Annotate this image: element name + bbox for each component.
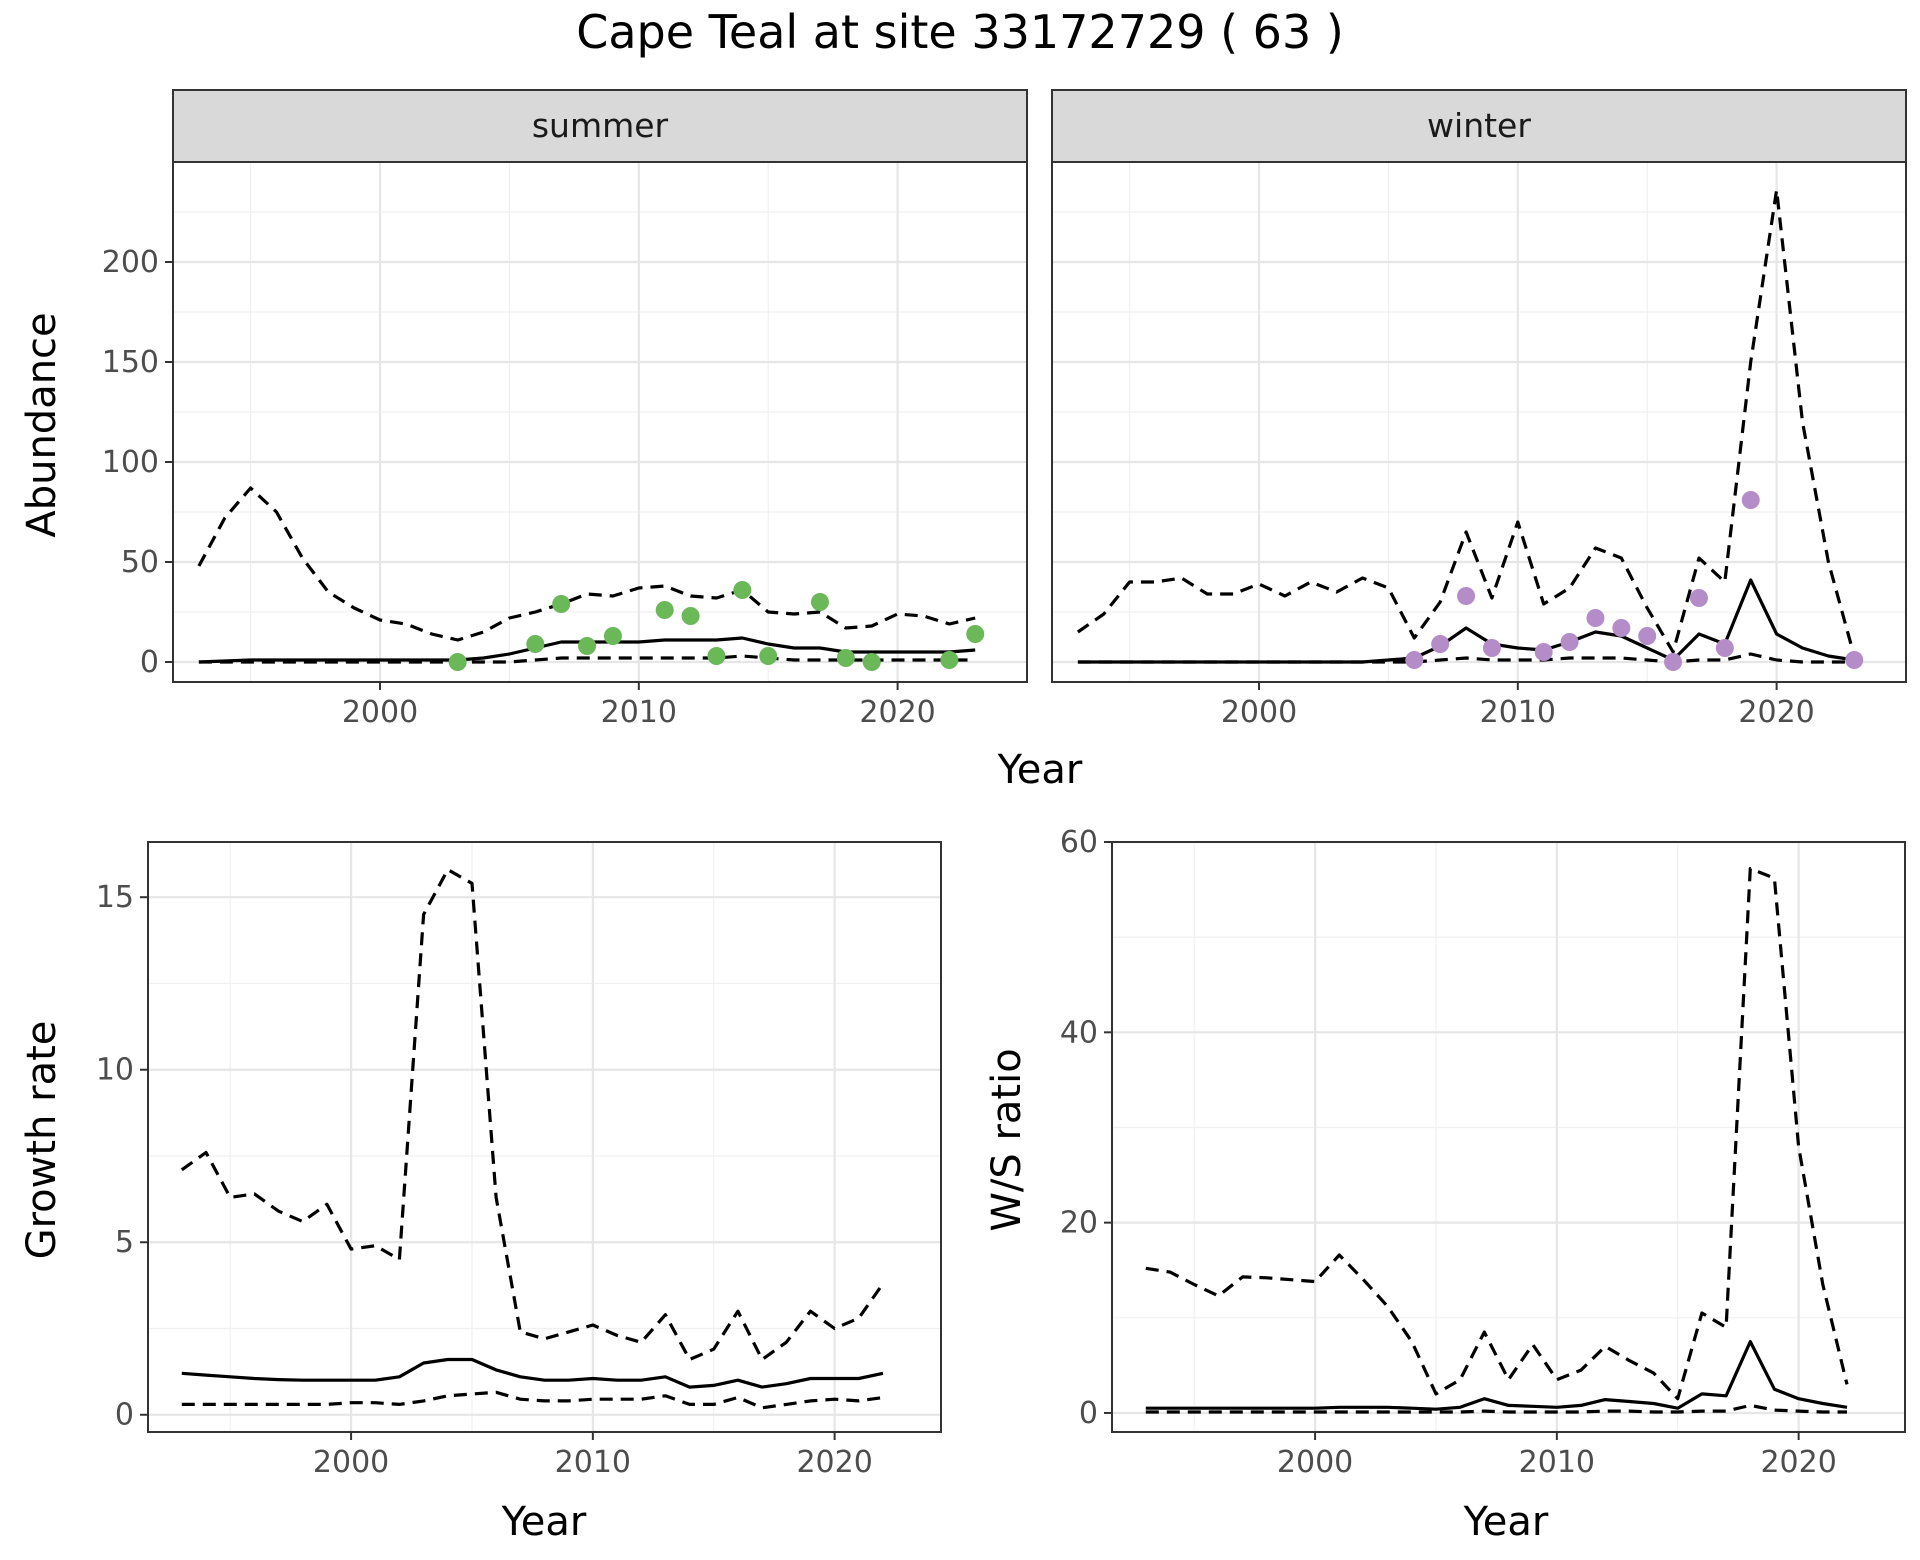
x-tick-label: 2000 (1221, 695, 1297, 730)
x-tick-label: 2010 (1480, 695, 1556, 730)
x-axis-title-growth: Year (501, 1499, 587, 1545)
data-point (1457, 587, 1476, 605)
y-tick-label: 60 (1060, 825, 1098, 860)
data-point (1638, 627, 1657, 645)
x-tick-label: 2020 (1738, 695, 1814, 730)
data-point (1482, 639, 1501, 657)
x-axis-title-top: Year (997, 747, 1083, 793)
chart-title: Cape Teal at site 33172729 ( 63 ) (576, 5, 1344, 59)
data-point (526, 635, 545, 653)
data-point (448, 653, 467, 671)
data-point (603, 627, 622, 645)
data-point (1689, 589, 1708, 607)
data-point (1664, 653, 1683, 671)
y-tick-label: 150 (102, 345, 159, 380)
data-point (862, 653, 881, 671)
series-line-lower (181, 1390, 884, 1410)
x-tick-label: 2020 (796, 1445, 872, 1480)
x-tick-label: 2000 (342, 695, 418, 730)
data-point (707, 647, 726, 665)
strip-summer (172, 89, 1028, 163)
series-line-upper (1076, 188, 1856, 657)
data-point (1612, 619, 1631, 637)
y-axis-title-ws-ratio: W/S ratio (984, 1048, 1030, 1231)
y-tick-label: 10 (96, 1053, 134, 1088)
data-point (1431, 635, 1450, 653)
panel-ws-ratio: 2000 2010 2020 0 20 40 60 (1060, 825, 1906, 1480)
data-point (1715, 639, 1734, 657)
strip-label-summer: summer (532, 106, 669, 145)
data-point (552, 595, 571, 613)
data-point (836, 649, 855, 667)
series-line-lower (1145, 1403, 1847, 1414)
y-tick-label: 0 (1079, 1396, 1098, 1431)
data-point (1560, 633, 1579, 651)
series-line-upper (1145, 867, 1849, 1401)
y-axis-title-growth: Growth rate (19, 1021, 65, 1260)
x-tick-label: 2010 (601, 695, 677, 730)
data-point (655, 601, 674, 619)
data-point (578, 637, 597, 655)
data-point (1845, 651, 1864, 669)
x-tick-label: 2020 (1760, 1445, 1836, 1480)
series-line-estimate (1145, 1340, 1848, 1411)
y-tick-label: 100 (102, 445, 159, 480)
y-tick-label: 0 (140, 645, 159, 680)
series-line-upper (197, 486, 976, 642)
data-point (733, 581, 752, 599)
data-point (810, 593, 829, 611)
series-line-lower (198, 654, 976, 664)
y-tick-label: 0 (115, 1398, 134, 1433)
data-point (1586, 609, 1605, 627)
y-tick-label: 50 (121, 545, 159, 580)
panel-border (172, 161, 1028, 683)
x-tick-label: 2010 (1519, 1445, 1595, 1480)
panel-growth-rate: 2000 2010 2020 0 5 10 15 (96, 841, 942, 1480)
y-tick-label: 5 (115, 1225, 134, 1260)
data-point (759, 647, 778, 665)
y-axis-title-abundance: Abundance (19, 312, 65, 537)
data-point (940, 651, 959, 669)
data-point (681, 607, 700, 625)
data-point (1534, 643, 1553, 661)
x-tick-label: 2000 (1277, 1445, 1353, 1480)
panel-abundance-winter: 2000 2010 2020 (1051, 161, 1907, 730)
panel-border (147, 841, 942, 1433)
panel-border (1111, 841, 1906, 1433)
data-point (966, 625, 985, 643)
y-tick-label: 20 (1060, 1206, 1098, 1241)
panel-abundance-summer: 2000 2010 2020 0 50 100 150 200 (102, 161, 1028, 730)
y-tick-label: 200 (102, 245, 159, 280)
series-line-lower (1077, 652, 1855, 664)
y-tick-label: 40 (1060, 1015, 1098, 1050)
x-tick-label: 2010 (555, 1445, 631, 1480)
panel-border (1051, 161, 1907, 683)
strip-winter (1051, 89, 1907, 163)
x-tick-label: 2020 (859, 695, 935, 730)
x-tick-label: 2000 (313, 1445, 389, 1480)
series-line-upper (180, 868, 885, 1362)
y-tick-label: 15 (96, 880, 134, 915)
data-point (1405, 651, 1424, 669)
strip-label-winter: winter (1427, 106, 1531, 145)
series-line-estimate (181, 1357, 884, 1389)
x-axis-title-ws-ratio: Year (1463, 1499, 1549, 1545)
data-point (1741, 491, 1760, 509)
